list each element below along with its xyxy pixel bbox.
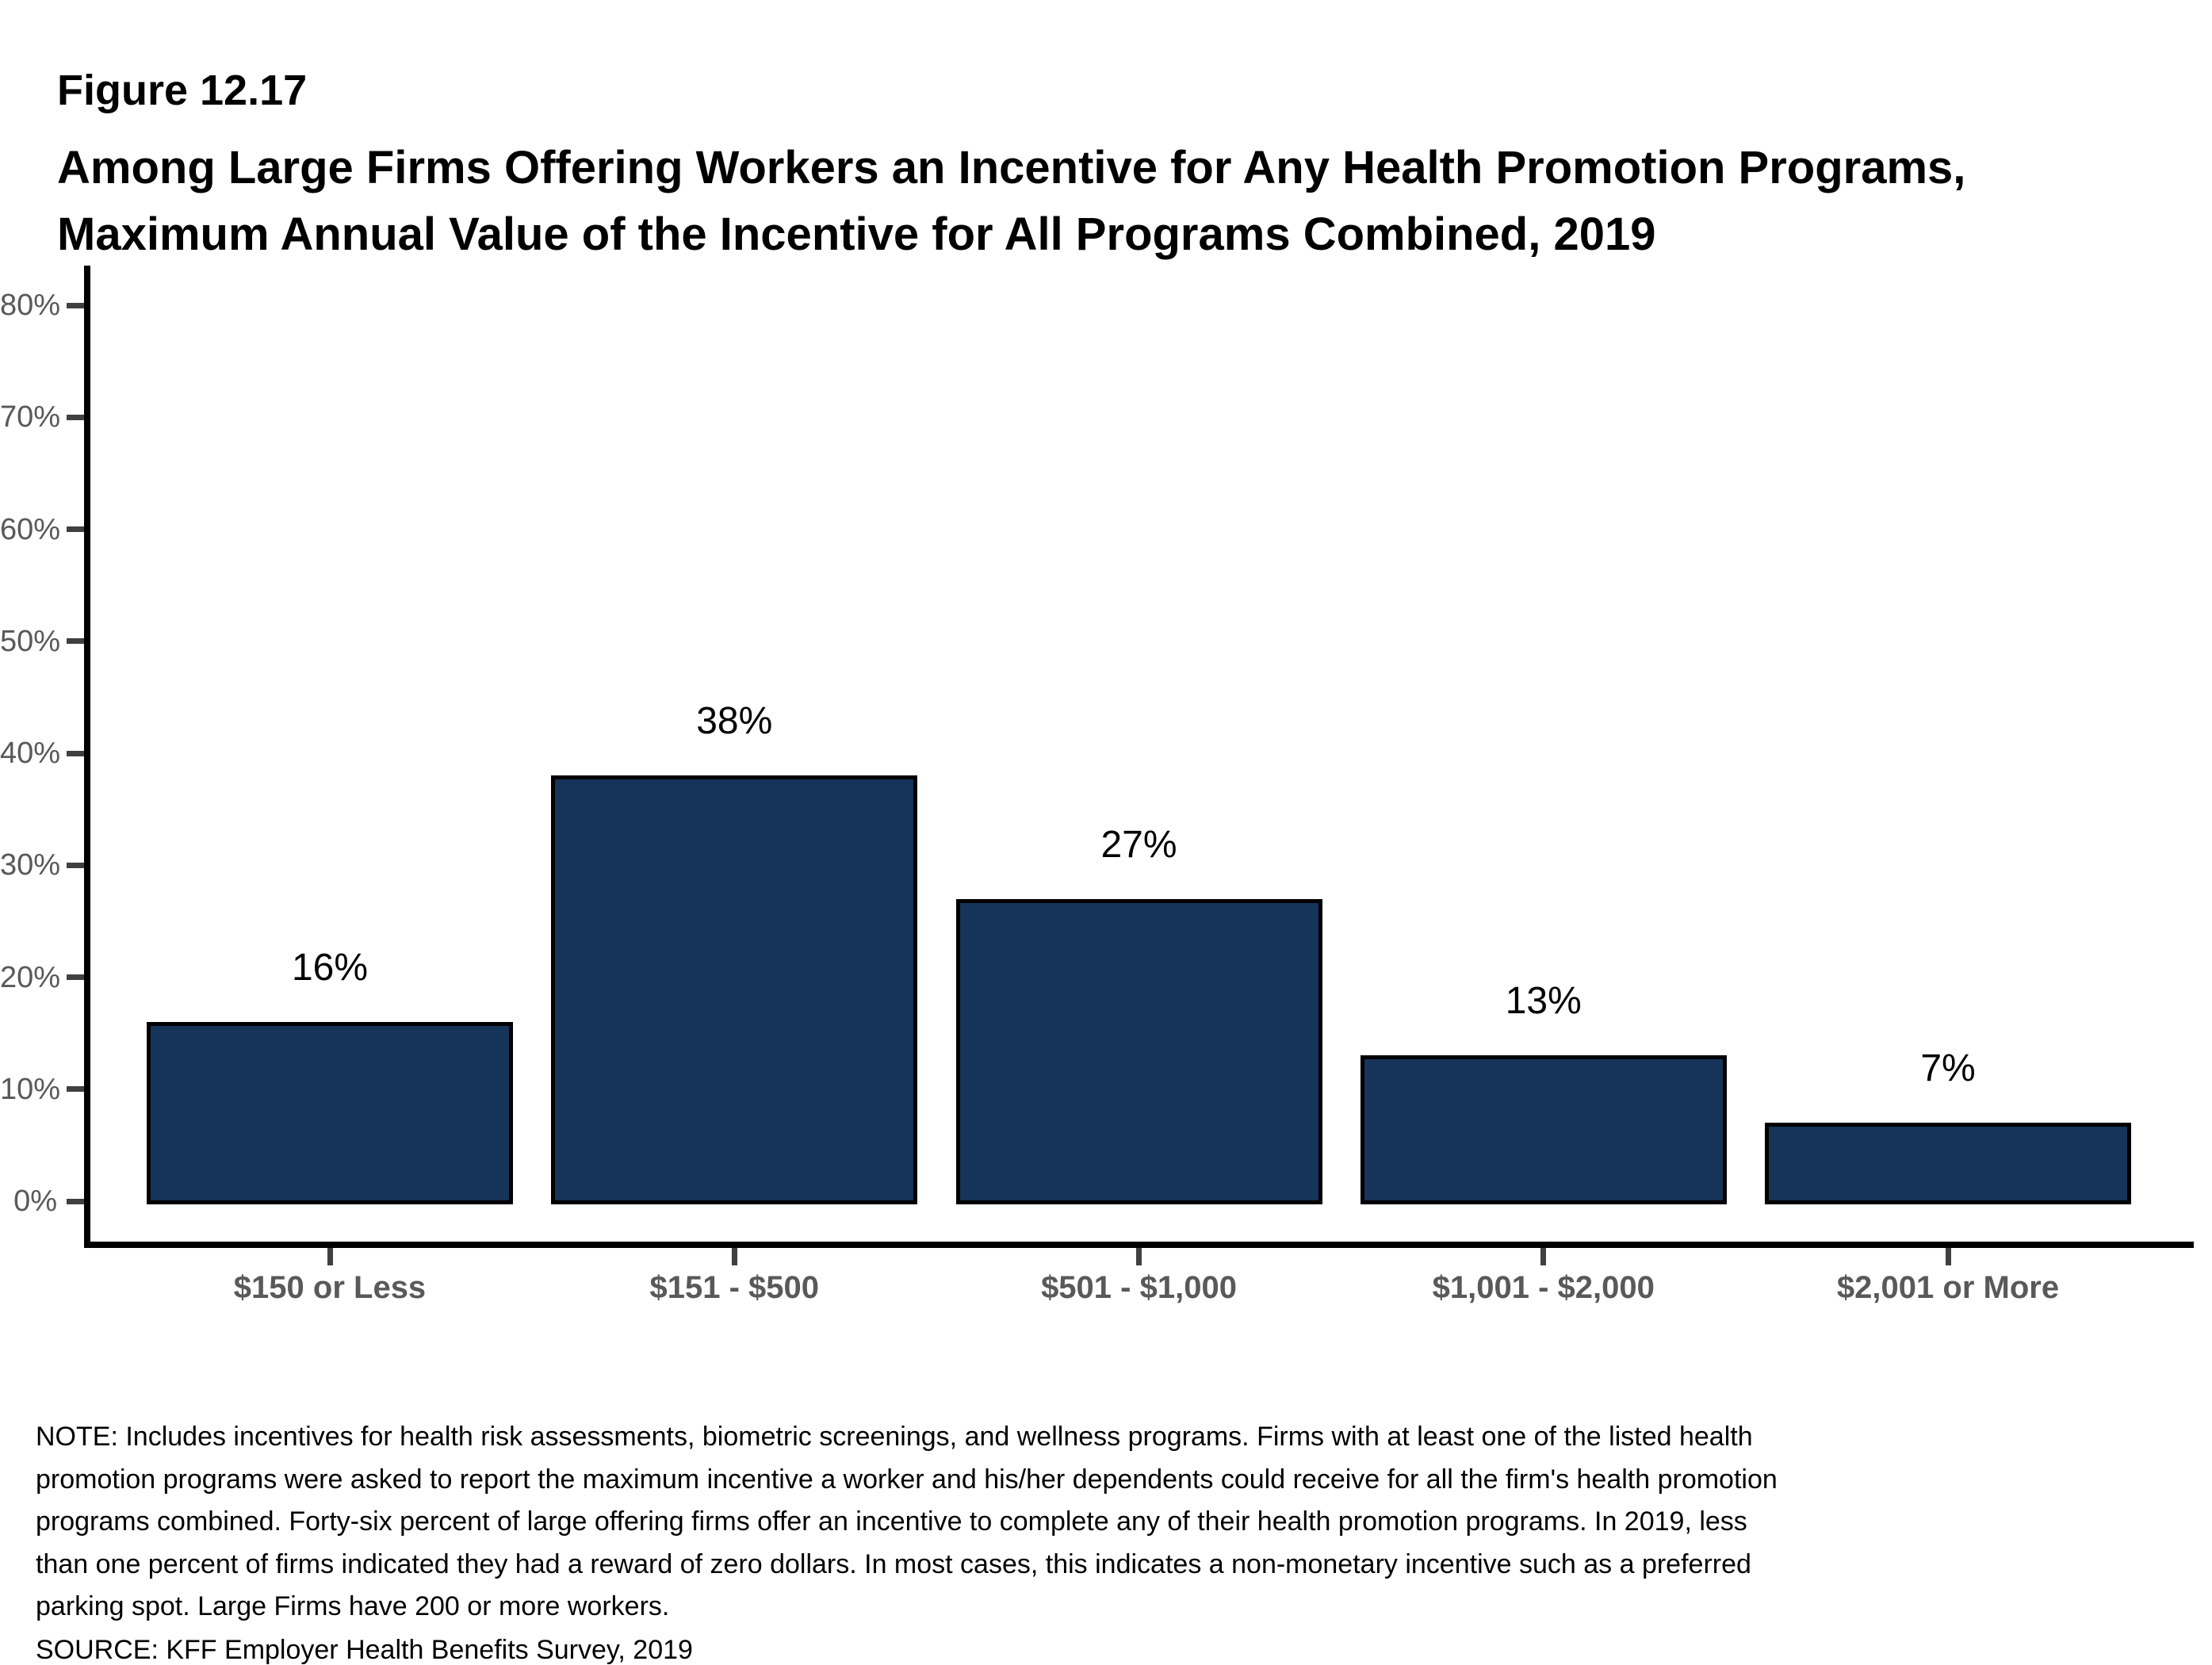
x-axis-category-label: $1,001 - $2,000 — [1432, 1270, 1655, 1305]
y-axis-tick — [67, 1198, 84, 1204]
chart-note-line: programs combined. Forty-six percent of … — [36, 1506, 1747, 1537]
bar-value-label: 38% — [696, 700, 773, 743]
bar — [551, 775, 918, 1204]
x-axis-tick — [1136, 1248, 1142, 1265]
x-axis-line — [84, 1242, 2194, 1248]
bar-value-label: 27% — [1100, 823, 1177, 866]
bar-value-label: 13% — [1505, 980, 1582, 1023]
x-axis-tick — [731, 1248, 737, 1265]
chart-title: Among Large Firms Offering Workers an In… — [57, 135, 1965, 268]
chart-title-line: Among Large Firms Offering Workers an In… — [57, 142, 1966, 193]
x-axis-category-label: $501 - $1,000 — [1041, 1270, 1237, 1305]
x-axis-tick — [1540, 1248, 1547, 1265]
figure-number-label: Figure 12.17 — [57, 67, 308, 114]
x-axis-tick — [1945, 1248, 1951, 1265]
y-axis-tick — [67, 974, 84, 980]
y-axis-tick-label: 20% — [0, 960, 61, 994]
y-axis-tick — [67, 638, 84, 645]
y-axis-tick — [67, 526, 84, 532]
x-axis-tick — [327, 1248, 333, 1265]
chart-note-line: NOTE: Includes incentives for health ris… — [36, 1422, 1753, 1452]
chart-title-line: Maximum Annual Value of the Incentive fo… — [57, 209, 1656, 260]
y-axis-tick-label: 0% — [13, 1185, 57, 1218]
y-axis-tick — [67, 750, 84, 756]
bar — [1360, 1055, 1727, 1204]
y-axis-line — [84, 266, 90, 1248]
chart-note: NOTE: Includes incentives for health ris… — [36, 1416, 1778, 1629]
y-axis-tick-label: 30% — [0, 848, 61, 882]
y-axis-tick — [67, 1086, 84, 1093]
bar-value-label: 7% — [1920, 1047, 1976, 1090]
y-axis-tick-label: 60% — [0, 512, 61, 546]
chart-note-line: parking spot. Large Firms have 200 or mo… — [36, 1591, 670, 1621]
bar — [1765, 1123, 2131, 1204]
x-axis-category-label: $150 or Less — [233, 1270, 427, 1305]
y-axis-tick-label: 70% — [0, 400, 61, 434]
chart-source: SOURCE: KFF Employer Health Benefits Sur… — [36, 1635, 693, 1665]
bar-value-label: 16% — [291, 947, 369, 989]
y-axis-tick-label: 80% — [0, 289, 61, 322]
chart-note-line: promotion programs were asked to report … — [36, 1464, 1778, 1495]
y-axis-tick — [67, 414, 84, 420]
chart-note-line: than one percent of firms indicated they… — [36, 1548, 1751, 1579]
y-axis-tick-label: 40% — [0, 737, 61, 770]
x-axis-category-label: $2,001 or More — [1836, 1270, 2060, 1305]
bar — [955, 898, 1322, 1204]
bar — [147, 1022, 513, 1204]
x-axis-category-label: $151 - $500 — [649, 1270, 819, 1305]
y-axis-tick-label: 50% — [0, 624, 61, 658]
y-axis-tick — [67, 862, 84, 868]
y-axis-tick-label: 10% — [0, 1072, 61, 1106]
y-axis-tick — [67, 302, 84, 308]
